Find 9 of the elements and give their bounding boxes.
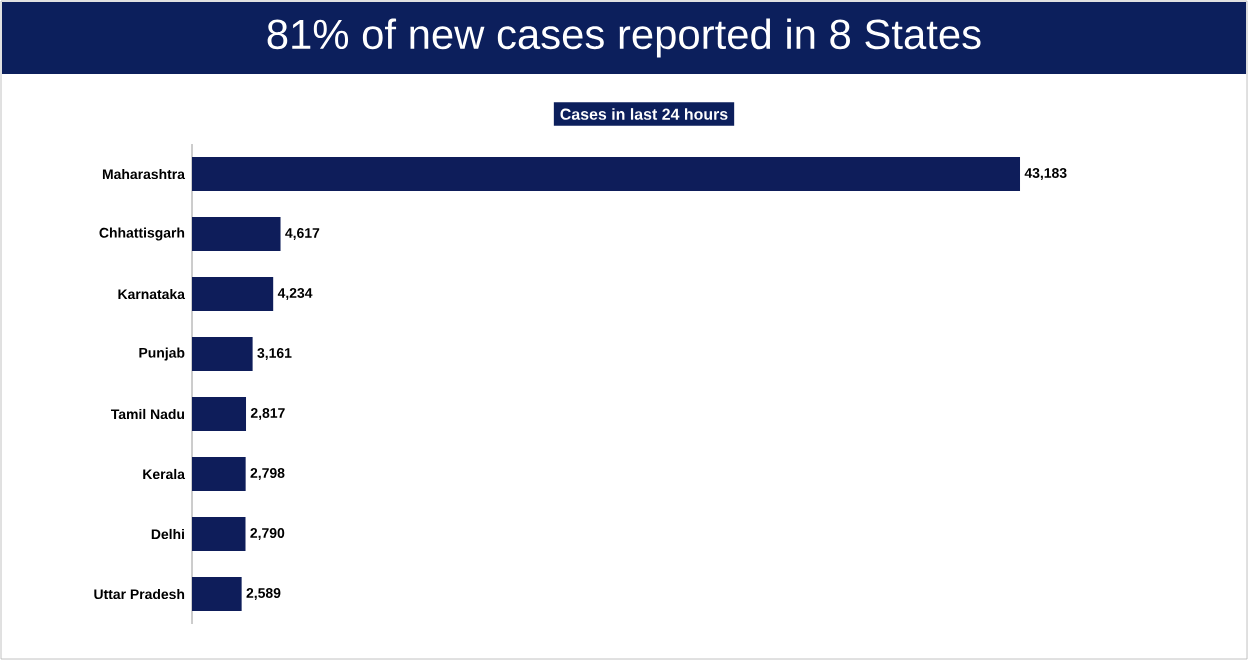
bar (192, 337, 253, 372)
bar (192, 157, 1021, 192)
bar (192, 517, 246, 552)
bar (192, 217, 281, 252)
bar (192, 397, 247, 432)
chart-title: 81% of new cases reported in 8 States (267, 18, 981, 58)
bar (192, 577, 242, 612)
bar (192, 457, 246, 492)
bar (192, 277, 274, 312)
